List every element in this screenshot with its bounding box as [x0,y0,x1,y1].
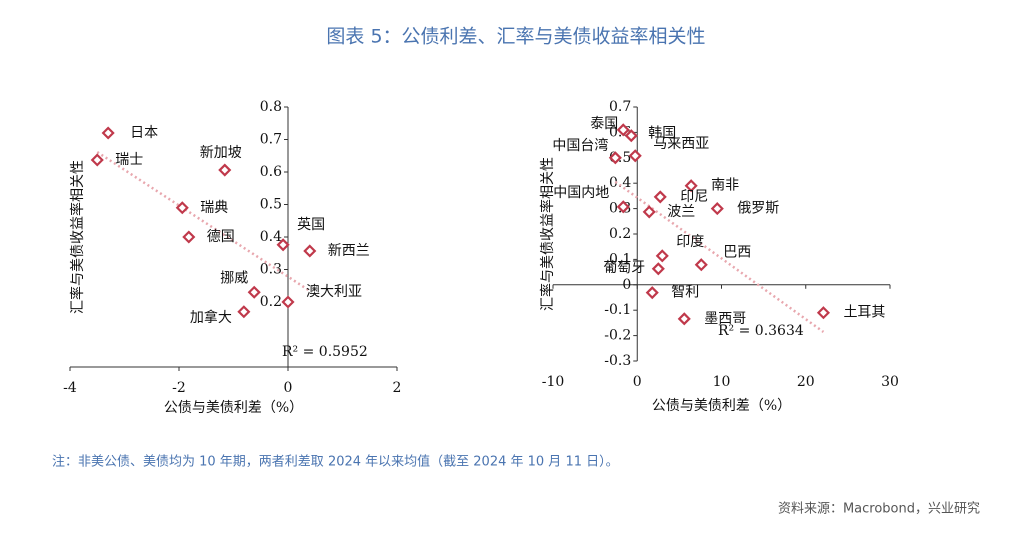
x-tick-label: 0 [284,380,293,396]
figure-note: 注：非美公债、美债均为 10 年期，两者利差取 2024 年以来均值（截至 20… [52,454,619,470]
point [694,258,708,272]
point [624,129,638,143]
point [101,126,115,140]
x-tick-label: 10 [713,374,731,390]
point [645,286,659,300]
point [710,202,724,216]
point [182,230,196,244]
point [237,305,251,319]
y-tick-label: 0.7 [260,132,282,148]
point-label: 英国 [297,216,325,233]
r-squared: R² = 0.5952 [282,344,368,360]
point-label: 新加坡 [200,145,242,161]
y-axis-title: 汇率与美债收益率相关性 [539,157,556,311]
point [816,306,830,320]
figure-source: 资料来源：Macrobond，兴业研究 [778,502,980,517]
point [608,151,622,165]
point-label: 加拿大 [190,309,232,326]
point-label: 巴西 [723,245,751,261]
y-tick-label: -0.1 [604,302,631,318]
point [653,190,667,204]
x-tick-label: -10 [542,374,565,390]
point [616,123,630,137]
y-tick-label: 0 [622,277,631,293]
point-label: 挪威 [220,270,248,286]
y-tick-label: 0.6 [260,164,282,180]
point [655,249,669,263]
x-tick-label: 0 [633,374,642,390]
x-axis-title: 公债与美债利差（%） [164,400,303,416]
point [90,153,104,167]
point [303,244,317,258]
x-tick-label: -4 [63,380,77,396]
point-label: 墨西哥 [704,311,746,327]
y-tick-label: 0.7 [609,99,631,115]
y-tick-label: 0.2 [260,294,282,310]
y-tick-label: -0.3 [604,353,631,369]
point-label: 葡萄牙 [603,260,645,276]
point [175,201,189,215]
point [616,200,630,214]
x-tick-label: 20 [797,374,815,390]
point-label: 印度 [676,234,704,250]
point-label: 澳大利亚 [306,284,362,300]
point-label: 韩国 [648,126,676,142]
figure-title: 图表 5：公债利差、汇率与美债收益率相关性 [326,26,705,48]
y-tick-label: 0.2 [609,226,631,242]
y-tick-label: 0.5 [260,197,282,213]
y-tick-label: -0.2 [604,328,631,344]
point [642,205,656,219]
point-label: 日本 [130,125,158,141]
point [218,163,232,177]
point [677,312,691,326]
point-label: 德国 [207,229,235,245]
y-axis-title: 汇率与美债收益率相关性 [69,160,86,314]
point [247,285,261,299]
x-axis-title: 公债与美债利差（%） [652,398,791,414]
y-tick-label: 0.4 [609,175,631,191]
point [281,295,295,309]
x-tick-label: -2 [172,380,186,396]
point [276,238,290,252]
point-label: 瑞典 [200,200,228,216]
point-label: 新西兰 [328,243,370,259]
point-label: 瑞士 [115,152,143,168]
y-tick-label: 0.4 [260,229,282,245]
point-label: 印尼 [680,189,708,205]
point-label: 马来西亚 [653,136,709,152]
y-tick-label: 0.8 [260,99,282,115]
point-label: 中国台湾 [552,137,608,154]
point-label: 俄罗斯 [737,201,779,217]
point [684,179,698,193]
point-label: 南非 [711,178,739,194]
point-label: 波兰 [667,204,695,220]
trendline [96,151,311,292]
point-label: 土耳其 [843,305,885,321]
point-label: 泰国 [590,116,618,132]
x-tick-label: 30 [881,374,899,390]
point-label: 中国内地 [553,185,609,201]
x-tick-label: 2 [393,380,402,396]
y-tick-label: 0.1 [609,251,631,267]
y-tick-label: 0.3 [260,262,282,278]
point [651,262,665,276]
point [628,149,642,163]
point-label: 智利 [671,285,699,301]
r-squared: R² = 0.3634 [718,323,804,339]
